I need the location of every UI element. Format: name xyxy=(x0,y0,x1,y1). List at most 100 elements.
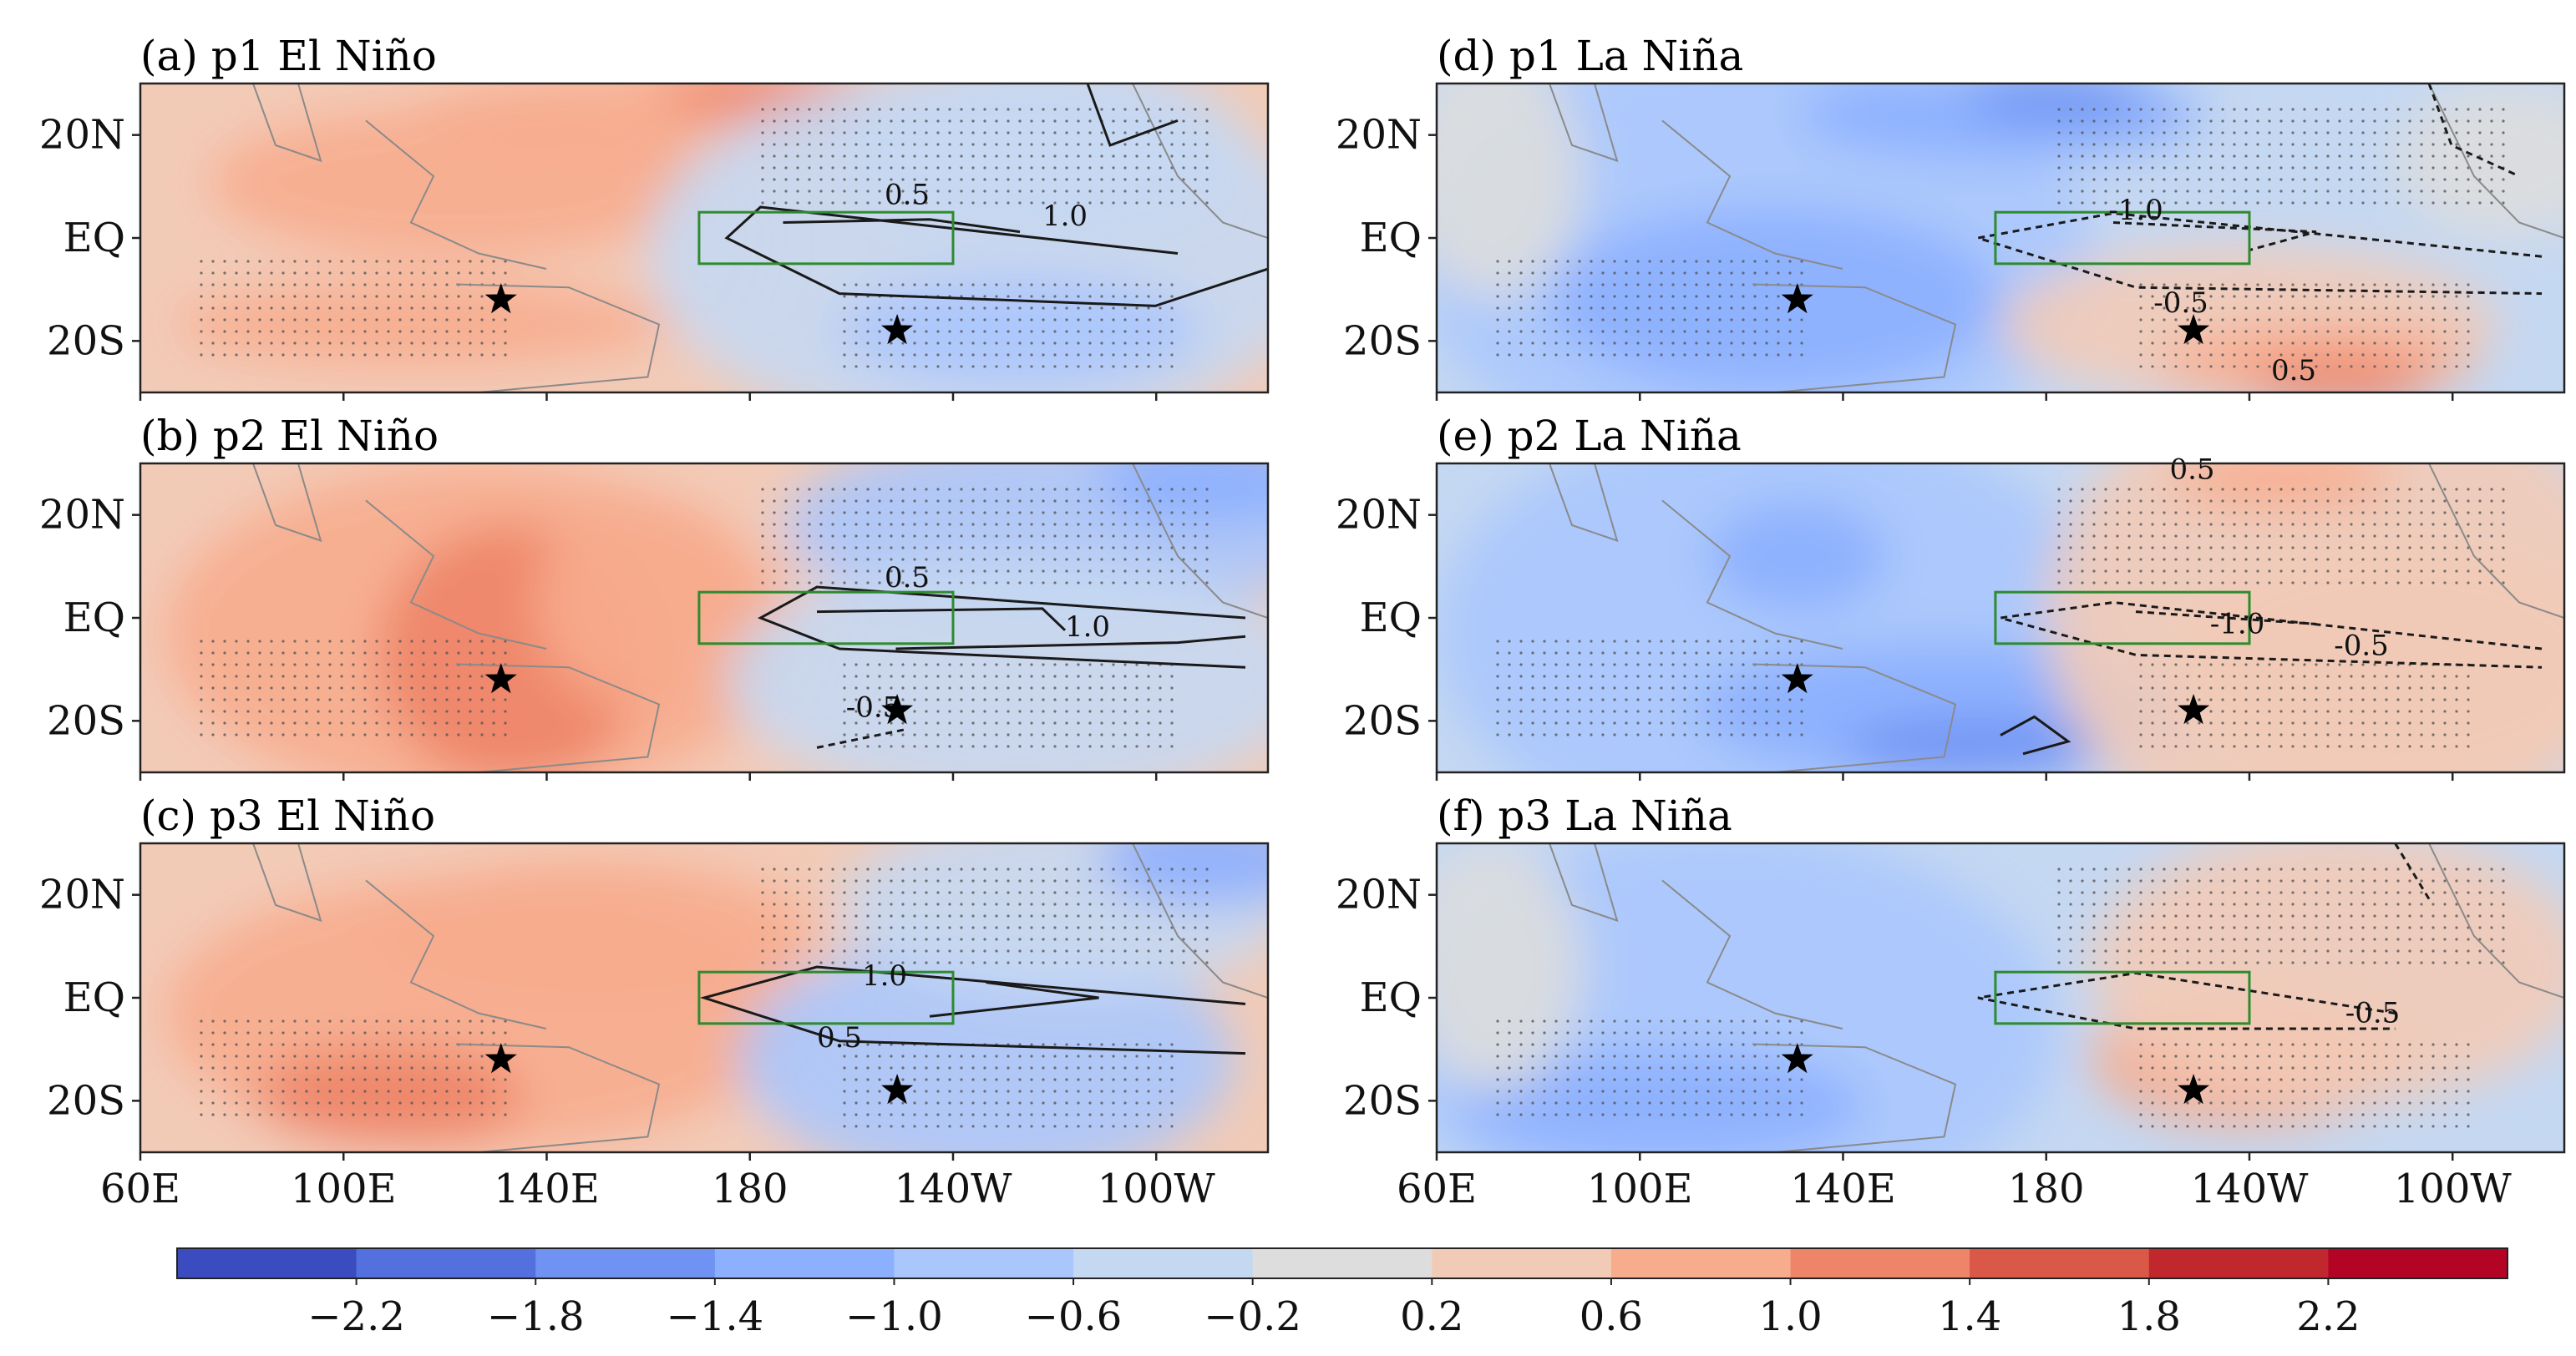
coast-india xyxy=(1549,463,1619,543)
colorbar-segment xyxy=(1432,1248,1612,1278)
coastlines xyxy=(252,843,1268,1152)
significance-stipple xyxy=(2056,478,2508,587)
significance-stipple xyxy=(1493,253,1809,362)
coast-australia xyxy=(1752,663,1957,772)
coastlines xyxy=(252,463,1268,772)
panel-title: (a) p1 El Niño xyxy=(140,32,437,80)
station-star-marker xyxy=(484,663,517,694)
coast-maritime xyxy=(1661,879,1843,1030)
contour-line xyxy=(895,635,1246,650)
panel-title: (b) p2 El Niño xyxy=(140,412,439,460)
colorbar-tick-label: 1.0 xyxy=(1758,1293,1822,1340)
contour-label: 1.0 xyxy=(1042,200,1088,233)
y-tick-label: 20S xyxy=(47,697,125,744)
map-panel-f: -0.5 (f) p3 La Niña 20N EQ 20S 60E 100E 140E 180… xyxy=(1336,792,2566,1212)
colorbar-tick-label: 1.8 xyxy=(2117,1293,2181,1340)
x-tick-label: 140W xyxy=(2190,1166,2309,1212)
coast-americas xyxy=(2428,843,2564,999)
significance-stipple xyxy=(1493,1013,1809,1121)
contour-label: -1.0 xyxy=(2108,194,2163,227)
x-tick-label: 140E xyxy=(1790,1166,1896,1212)
coast-maritime xyxy=(1661,119,1843,270)
significance-stipple xyxy=(760,478,1212,587)
coast-australia xyxy=(1752,283,1957,392)
x-tick-label: 60E xyxy=(100,1166,180,1212)
colorbar-segment xyxy=(1610,1248,1792,1278)
station-star-marker xyxy=(881,1074,914,1105)
colorbar-tick-label: −0.2 xyxy=(1204,1293,1301,1340)
contour-line xyxy=(2000,600,2543,669)
coast-australia xyxy=(455,283,661,392)
contour-line xyxy=(2000,715,2071,756)
colorbar: −2.2 −1.8 −1.4 −1.0 −0.6 −0.2 0.2 0.6 1.0 1.4 1.8 2… xyxy=(176,1247,2508,1340)
map-panel-c: 1.00.5 (c) p3 El Niño 20N EQ 20S 60E 100E 140E 1… xyxy=(39,792,1270,1212)
station-star-marker xyxy=(484,1043,517,1074)
anomaly-region xyxy=(366,858,817,1014)
anomaly-region xyxy=(535,494,761,711)
contour-label: 0.5 xyxy=(885,561,930,595)
colorbar-segment xyxy=(1790,1248,1970,1278)
significance-stipple xyxy=(2056,99,2508,207)
panel-title: (e) p2 La Niña xyxy=(1437,412,1742,460)
coast-americas xyxy=(2428,463,2564,619)
station-star-marker xyxy=(1781,1043,1813,1074)
coast-india xyxy=(252,463,322,543)
significance-stipple xyxy=(2136,1035,2474,1128)
x-tick-label: 100E xyxy=(1587,1166,1693,1212)
significance-stipple xyxy=(2136,655,2474,748)
coast-india xyxy=(252,843,322,923)
coast-maritime xyxy=(365,499,547,650)
nino-box xyxy=(697,590,955,645)
y-tick-label: EQ xyxy=(1360,974,1422,1021)
x-tick-label: 140W xyxy=(894,1166,1012,1212)
colorbar-segment xyxy=(356,1248,536,1278)
panel-title: (d) p1 La Niña xyxy=(1437,32,1743,80)
significance-stipple xyxy=(2056,858,2508,967)
contour-line xyxy=(1977,211,2543,296)
colorbar-segment xyxy=(1252,1248,1433,1278)
nino-box xyxy=(697,210,955,266)
contour-label: -0.5 xyxy=(2153,286,2208,320)
nino-box xyxy=(1994,210,2251,266)
significance-stipple xyxy=(196,633,513,741)
anomaly-field xyxy=(140,463,1268,772)
nino-box xyxy=(1994,590,2251,645)
anomaly-field xyxy=(1437,463,2564,772)
significance-stipple xyxy=(196,1013,513,1121)
coast-americas xyxy=(1132,843,1268,999)
coast-maritime xyxy=(365,879,547,1030)
contour-line xyxy=(724,205,1268,307)
nino-box xyxy=(697,970,955,1025)
y-tick-label: EQ xyxy=(1360,595,1422,641)
contour-label: 0.5 xyxy=(885,178,930,211)
contour-line xyxy=(783,218,1021,234)
colorbar-tick-label: 0.2 xyxy=(1400,1293,1463,1340)
y-tick-label: 20N xyxy=(1336,492,1422,539)
y-tick-label: EQ xyxy=(1360,215,1422,261)
station-star-marker xyxy=(881,694,914,725)
x-tick-label: 180 xyxy=(2008,1166,2085,1212)
y-tick-label: 20N xyxy=(39,112,125,159)
x-tick-label: 100E xyxy=(291,1166,397,1212)
y-tick-label: EQ xyxy=(63,595,125,641)
coast-australia xyxy=(1752,1043,1957,1152)
coast-americas xyxy=(2428,83,2564,239)
x-tick-label: 140E xyxy=(494,1166,600,1212)
y-tick-label: 20S xyxy=(47,1077,125,1124)
station-star-marker xyxy=(881,314,914,345)
contour-label: -1.0 xyxy=(2210,608,2265,641)
anomaly-region xyxy=(1843,716,2113,772)
colorbar-segment xyxy=(894,1248,1074,1278)
y-tick-label: 20N xyxy=(1336,872,1422,918)
y-tick-label: 20S xyxy=(47,317,125,364)
colorbar-segment xyxy=(1073,1248,1254,1278)
coast-maritime xyxy=(365,119,547,270)
contour-line xyxy=(816,727,908,749)
contour-line xyxy=(699,965,1246,1055)
map-panel-e: 0.5 -1.0 -0.5 (e) p2 La Niña 20N EQ 20S xyxy=(1336,412,2566,781)
significance-stipple xyxy=(196,253,513,362)
contour-line xyxy=(816,607,1067,631)
y-tick-label: 20S xyxy=(1343,1077,1422,1124)
station-star-marker xyxy=(2178,1074,2210,1105)
